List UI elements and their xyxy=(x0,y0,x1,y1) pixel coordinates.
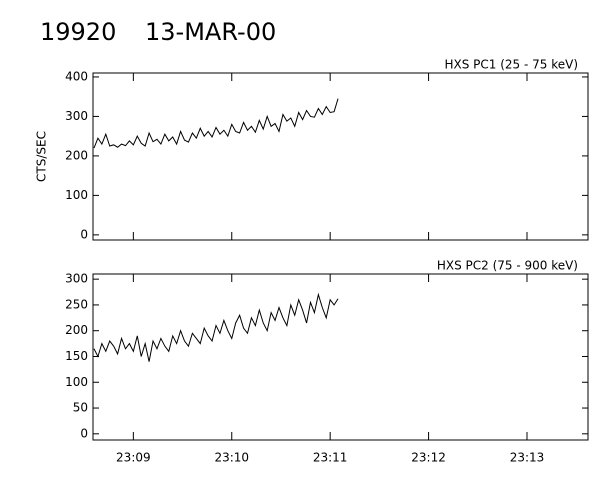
data-line xyxy=(93,98,339,149)
panel-subtitle: HXS PC2 (75 - 900 keV) xyxy=(437,259,578,273)
x-tick-label: 23:11 xyxy=(313,451,348,465)
y-tick-label: 100 xyxy=(65,188,88,202)
x-tick-label: 23:10 xyxy=(214,451,249,465)
y-tick-label: 0 xyxy=(80,426,88,440)
y-tick-label: 50 xyxy=(73,401,88,415)
y-tick-label: 300 xyxy=(65,109,88,123)
y-tick-label: 250 xyxy=(65,297,88,311)
y-tick-label: 100 xyxy=(65,375,88,389)
data-line xyxy=(93,292,339,362)
x-tick-label: 23:12 xyxy=(411,451,446,465)
x-tick-label: 23:09 xyxy=(116,451,151,465)
panel-subtitle: HXS PC1 (25 - 75 keV) xyxy=(444,58,578,72)
plot-date: 13-MAR-00 xyxy=(145,18,276,46)
y-tick-label: 150 xyxy=(65,349,88,363)
y-tick-label: 200 xyxy=(65,148,88,162)
y-tick-label: 200 xyxy=(65,323,88,337)
y-axis-label: CTS/SEC xyxy=(35,131,49,182)
y-tick-label: 300 xyxy=(65,272,88,286)
y-tick-label: 400 xyxy=(65,69,88,83)
plot-id: 19920 xyxy=(40,18,116,46)
plot-frame xyxy=(92,273,589,441)
y-tick-label: 0 xyxy=(80,227,88,241)
plot-frame xyxy=(92,72,589,241)
x-tick-label: 23:13 xyxy=(510,451,545,465)
